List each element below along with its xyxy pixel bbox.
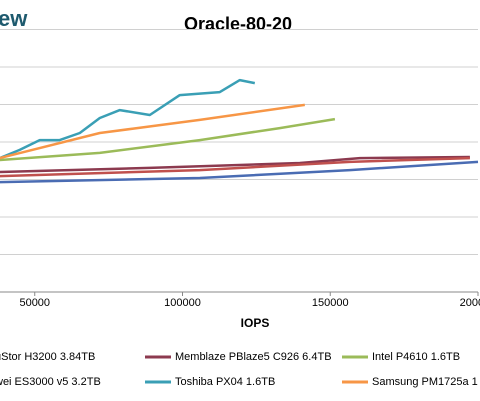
series-line: [0, 160, 479, 184]
series-line: [0, 78, 256, 160]
legend-label: Memblaze PBlaze5 C926 6.4TB: [175, 351, 332, 363]
legend-label: Intel P4610 1.6TB: [372, 351, 460, 363]
legend-label: Samsung PM1725a 1: [372, 376, 478, 388]
series-line: [0, 117, 336, 162]
series-line: [0, 156, 470, 178]
series-line: [0, 155, 470, 174]
series-line: [0, 103, 305, 160]
x-tick-label: 150000: [312, 297, 349, 309]
legend-label: Toshiba PX04 1.6TB: [175, 376, 275, 388]
logo: ew: [0, 6, 28, 31]
legend-label: uStor H3200 3.84TB: [0, 351, 95, 363]
x-tick-label: 200000: [460, 297, 480, 309]
chart-title: Oracle-80-20: [184, 14, 292, 34]
x-tick-label: 50000: [19, 297, 50, 309]
x-axis-label: IOPS: [241, 316, 270, 330]
x-tick-label: 100000: [164, 297, 201, 309]
legend-label: wei ES3000 v5 3.2TB: [0, 376, 101, 388]
